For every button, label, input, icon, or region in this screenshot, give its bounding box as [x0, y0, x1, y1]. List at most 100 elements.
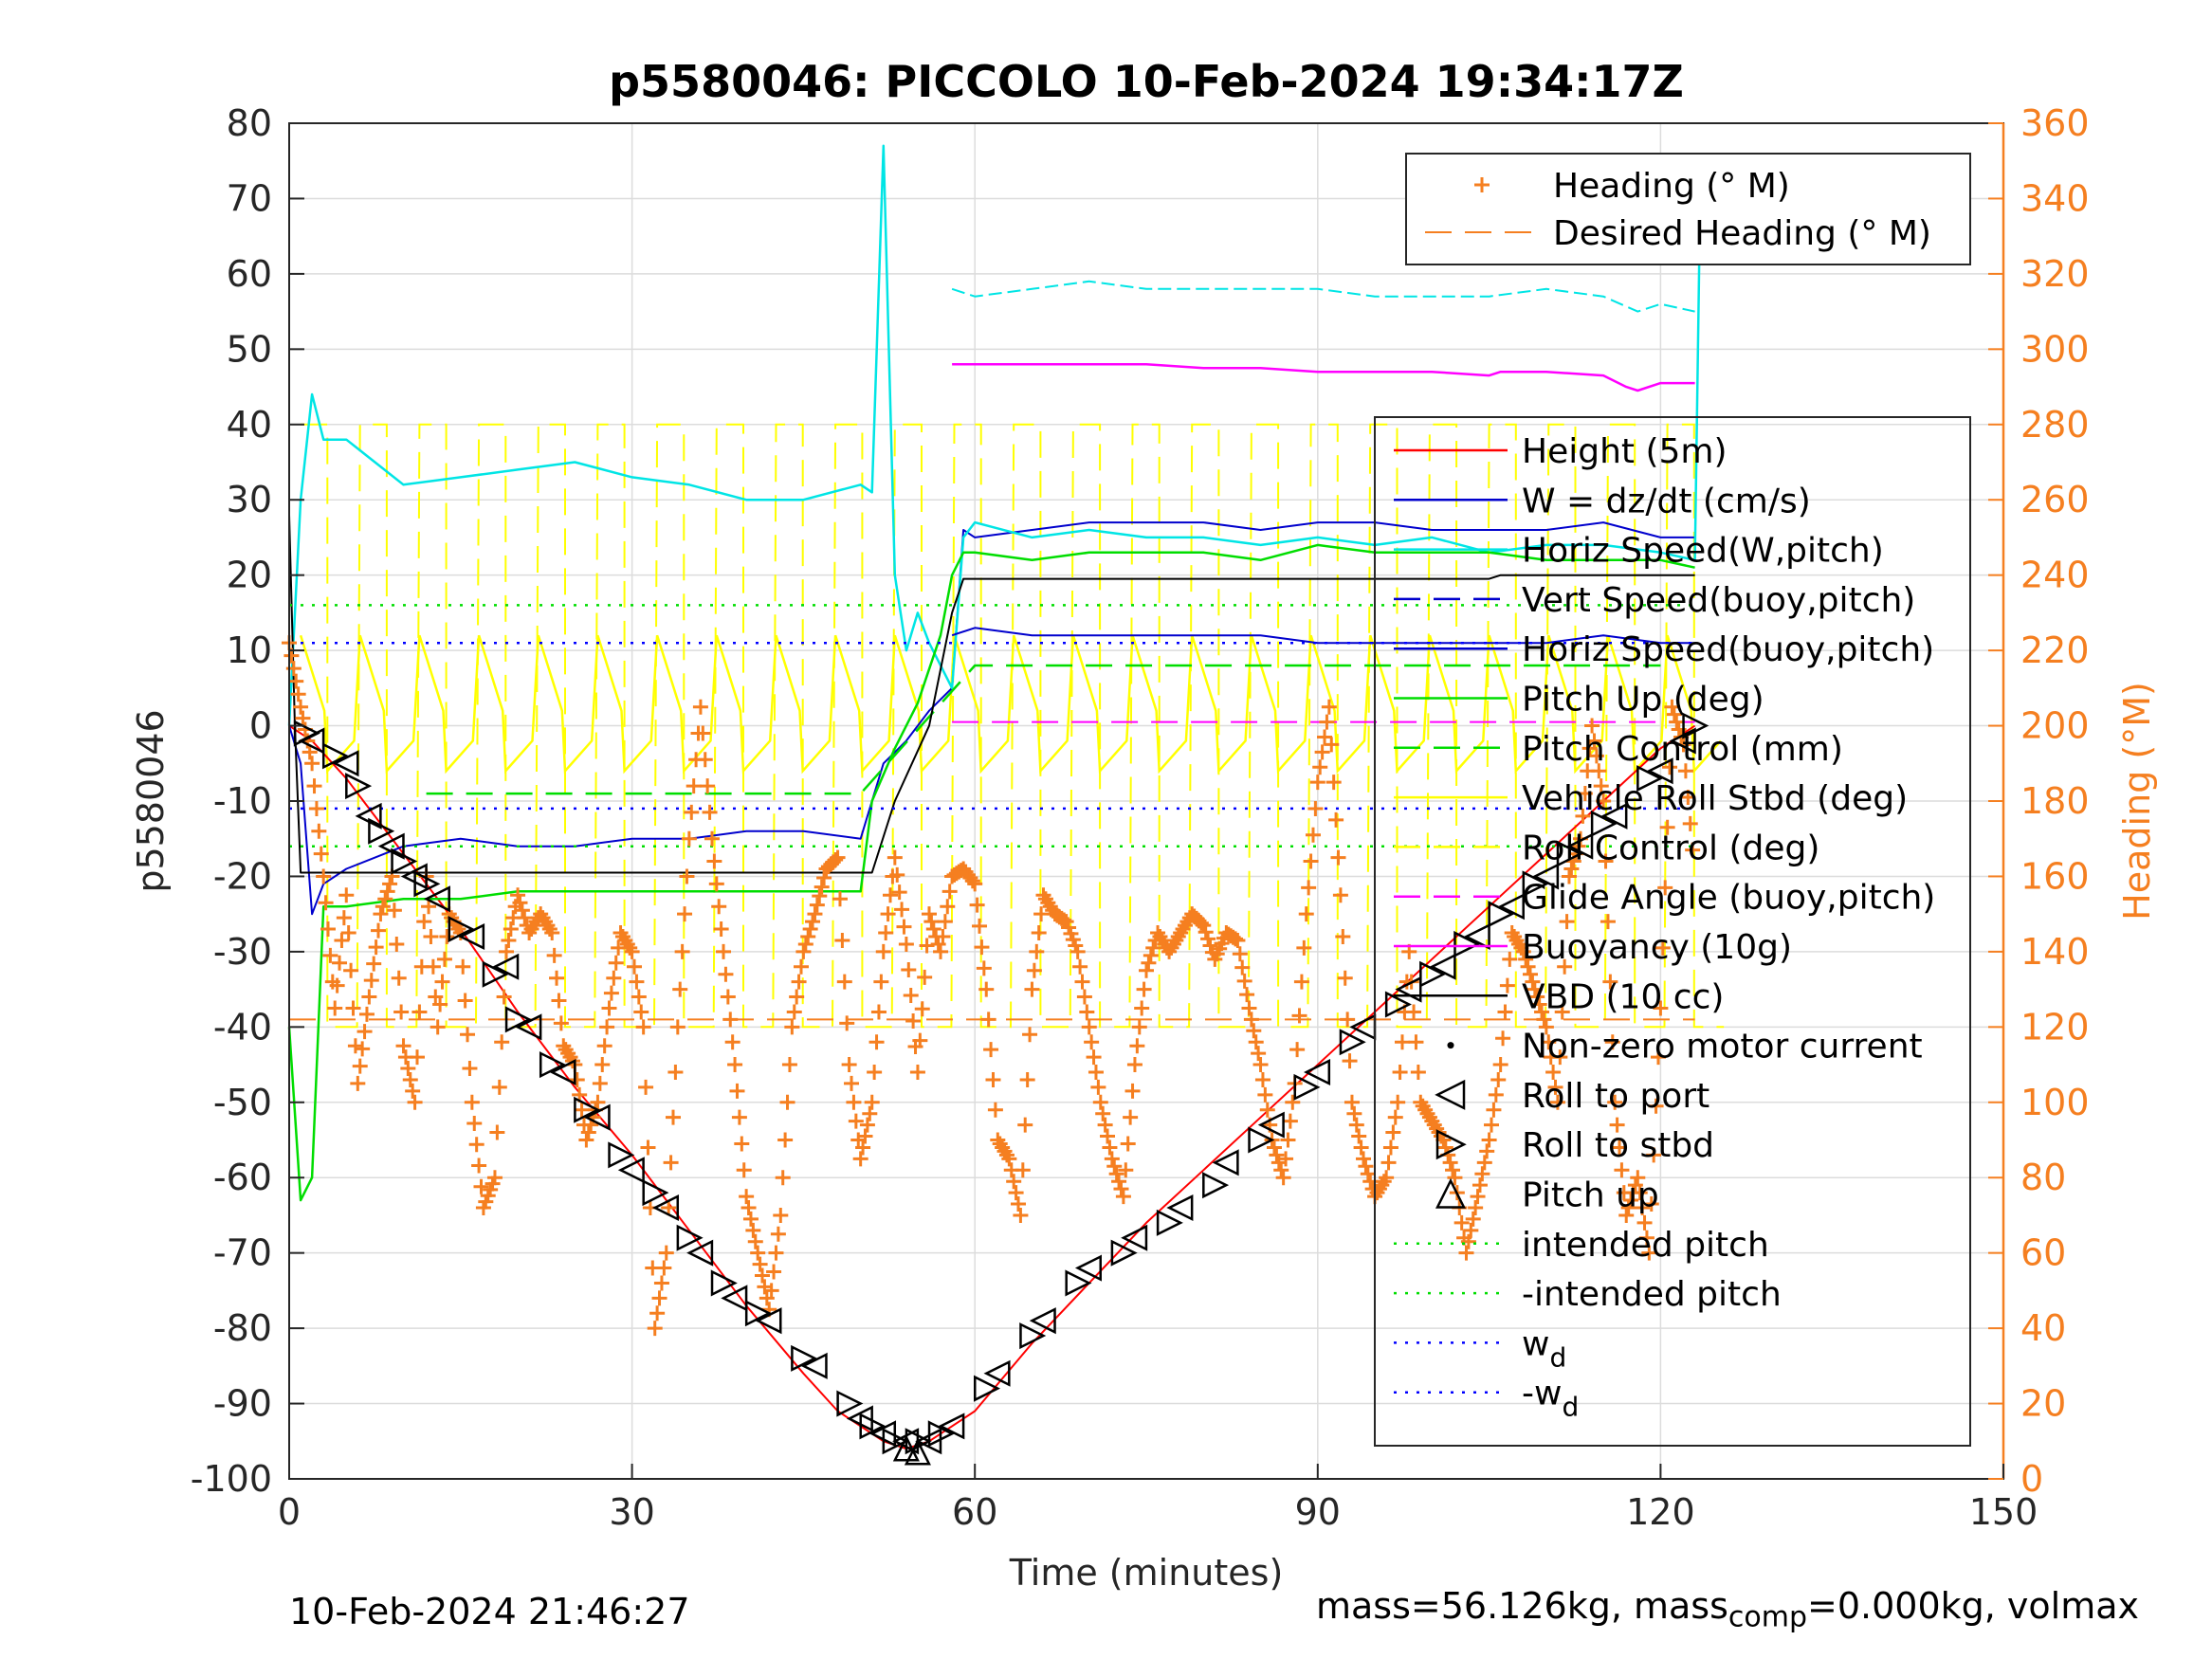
legend-entry-pitch-up-deg-label: Pitch Up (deg) [1522, 681, 1764, 720]
heading-point [729, 1083, 745, 1099]
heading-point [686, 778, 702, 794]
heading-point [1033, 906, 1050, 922]
heading-point [695, 725, 711, 741]
heading-point [574, 1102, 590, 1118]
heading-point [627, 958, 643, 975]
heading-point [1392, 1065, 1408, 1080]
heading-point [1273, 1162, 1289, 1178]
heading-point [1124, 1083, 1141, 1099]
heading-point [1602, 974, 1618, 990]
heading-point [290, 686, 306, 702]
heading-point [288, 673, 304, 689]
heading-point [1006, 1174, 1022, 1190]
roll-to-stbd-marker [1339, 1029, 1366, 1056]
roll-to-port-marker [515, 1013, 542, 1041]
heading-point [1090, 1079, 1106, 1095]
roll-to-stbd-marker [608, 1141, 635, 1169]
heading-point [345, 1000, 361, 1016]
roll-to-stbd-marker [1488, 901, 1515, 928]
heading-point [770, 1226, 786, 1242]
heading-point [1458, 1245, 1474, 1261]
heading-point [1108, 1166, 1124, 1182]
y-left-tick-label: 80 [227, 102, 272, 144]
heading-point [1243, 1012, 1259, 1028]
heading-point [1026, 962, 1042, 978]
heading-point [578, 1132, 594, 1148]
heading-point [852, 1151, 868, 1167]
heading-point [867, 1065, 883, 1080]
heading-point [1474, 1166, 1490, 1182]
y-right-tick-label: 180 [2020, 780, 2090, 822]
pitch-up-marker [904, 1438, 931, 1466]
heading-point [834, 932, 850, 948]
heading-point [702, 804, 718, 820]
legend-entry-non-zero-motor-current-label: Non-zero motor current [1522, 1028, 1923, 1066]
heading-point [347, 1038, 363, 1054]
heading-point [393, 1004, 410, 1020]
heading-point [1136, 981, 1152, 997]
heading-point [1659, 819, 1675, 835]
heading-point [382, 876, 398, 892]
heading-point [494, 1034, 510, 1050]
heading-point [1643, 1196, 1659, 1212]
y-left-tick-label: -50 [213, 1082, 272, 1123]
heading-point [653, 1275, 669, 1291]
heading-point [969, 897, 985, 913]
roll-to-port-marker [938, 1413, 965, 1440]
heading-point [727, 1057, 743, 1073]
roll-to-stbd-marker [642, 1179, 669, 1207]
heading-point [471, 1158, 487, 1174]
heading-point [596, 1038, 612, 1054]
heading-point [416, 914, 432, 930]
heading-point [864, 1094, 880, 1110]
roll-to-stbd-marker [293, 720, 320, 747]
heading-point [379, 884, 395, 900]
heading-point [1241, 1000, 1257, 1016]
heading-point [411, 1004, 428, 1020]
footer-mass-text: mass=56.126kg, mass [1316, 1585, 1728, 1627]
heading-point [1685, 842, 1701, 858]
heading-point [793, 958, 809, 975]
roll-to-port-marker [1166, 1194, 1194, 1222]
heading-point [352, 1058, 368, 1074]
heading-point [700, 778, 716, 794]
heading-point [1289, 1042, 1306, 1058]
heading-point [1102, 1139, 1118, 1156]
heading-point [1008, 1185, 1024, 1201]
heading-point [421, 899, 437, 915]
heading-point [1408, 1034, 1424, 1050]
y-left-tick-label: -40 [213, 1006, 272, 1048]
heading-point [1618, 1207, 1635, 1223]
heading-point [935, 929, 951, 944]
heading-point [1317, 729, 1333, 745]
heading-point [553, 1015, 569, 1031]
roll-to-port-marker [651, 1194, 680, 1222]
heading-point [651, 1290, 667, 1306]
heading-point [1309, 775, 1325, 791]
heading-point [1563, 861, 1580, 877]
heading-point [1442, 1155, 1458, 1171]
roll-to-port-marker [1029, 1307, 1056, 1335]
heading-point [356, 1024, 373, 1040]
y-left-tick-label: -60 [213, 1157, 272, 1198]
roll-to-port-marker [549, 1058, 576, 1086]
y-left-tick-label: 70 [227, 177, 272, 219]
heading-point [752, 1256, 768, 1272]
heading-point [1470, 1189, 1486, 1205]
heading-point [731, 1109, 747, 1125]
y-right-tick-label: 340 [2020, 177, 2090, 219]
heading-point [1193, 915, 1209, 931]
heading-point [1614, 1162, 1630, 1178]
heading-point [551, 993, 567, 1009]
heading-point [836, 974, 852, 990]
roll-to-stbd-marker [321, 742, 350, 770]
heading-point [1344, 1094, 1360, 1110]
heading-point [432, 996, 448, 1012]
legend-desired-heading-label: Desired Heading (° M) [1553, 214, 1931, 253]
heading-point [1017, 1117, 1033, 1133]
heading-point [514, 902, 530, 919]
heading-point [750, 1245, 766, 1261]
heading-point [311, 823, 327, 839]
heading-point [1490, 1071, 1507, 1087]
heading-point [1106, 1158, 1123, 1175]
